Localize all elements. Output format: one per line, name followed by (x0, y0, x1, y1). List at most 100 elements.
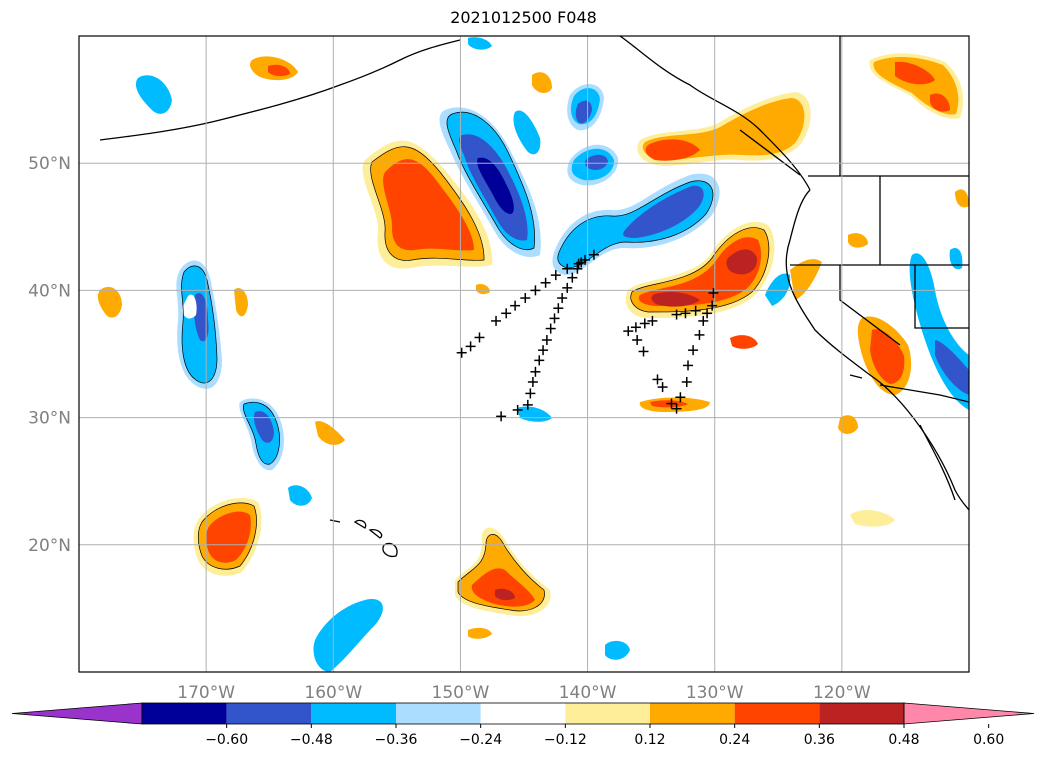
alaska-coast (619, 36, 811, 191)
negative-anomaly-7c (193, 292, 209, 342)
colorbar-segment (480, 703, 566, 724)
trajectory-markers (456, 249, 719, 422)
colorbar-extend-low (11, 702, 143, 725)
trajectory-marker (694, 329, 705, 340)
trajectory-marker (510, 300, 521, 311)
colorbar-tick-label: 0.24 (719, 732, 750, 748)
trajectory-marker (456, 347, 467, 358)
negative-blob-2 (288, 485, 312, 506)
trajectory-marker (671, 309, 682, 320)
baja-coast (919, 424, 956, 501)
negative-anomaly-5 (513, 110, 541, 155)
colorbar-segment (311, 703, 396, 724)
colorbar-tick-label: −0.48 (290, 732, 333, 748)
trajectory-marker (630, 322, 641, 333)
positive-anomaly-9d (930, 93, 950, 112)
positive-anomaly-4 (532, 72, 552, 94)
negative-blob-3 (765, 273, 791, 306)
border-line-3 (914, 265, 969, 329)
state-border-ca-nv (839, 265, 901, 346)
colorbar-ticks: −0.60 −0.48 −0.36 −0.24 −0.12 0.12 0.24 0.36 0.4… (205, 724, 1004, 748)
positive-anomaly-8b (870, 329, 905, 384)
positive-anomaly-7c (471, 568, 535, 607)
contour-fill-layer (97, 37, 969, 672)
positive-blob-10 (790, 259, 822, 300)
lat-tick-label: 30°N (28, 409, 71, 429)
trajectory-marker (623, 326, 634, 337)
positive-anomaly-1c (383, 159, 474, 251)
trajectory-marker (491, 315, 502, 326)
map-area (79, 36, 969, 672)
trajectory-marker (680, 308, 691, 319)
trajectory-marker (541, 335, 552, 346)
colorbar-tick-label: −0.60 (205, 732, 248, 748)
lon-tick-label: 150°W (432, 683, 490, 703)
trajectory-marker (562, 263, 573, 274)
colorbar (11, 702, 1035, 725)
colorbar-tick-label: 0.60 (973, 732, 1004, 748)
positive-anomaly-3c (645, 139, 700, 161)
trajectory-marker (573, 258, 584, 269)
trajectory-marker (652, 374, 663, 385)
trajectory-marker (522, 399, 533, 410)
trajectory-marker (540, 277, 551, 288)
negative-anomaly-10b (935, 340, 969, 395)
trajectory-marker (675, 392, 686, 403)
positive-anomaly-6c (205, 511, 251, 563)
colorbar-segment (819, 703, 904, 724)
lon-tick-label: 170°W (177, 683, 235, 703)
lat-tick-label: 20°N (28, 536, 71, 556)
colorbar-segment (734, 703, 820, 724)
trajectory-marker (549, 313, 560, 324)
trajectory-marker (671, 403, 682, 414)
negative-anomaly-9 (313, 599, 383, 672)
trajectory-marker (534, 355, 545, 366)
lat-tick-label: 40°N (28, 281, 71, 301)
negative-blob-6 (468, 37, 492, 50)
hawaii-island-1 (329, 519, 341, 523)
trajectory-marker (530, 366, 541, 377)
trajectory-marker (588, 249, 599, 260)
colorbar-segment (565, 703, 650, 724)
trajectory-marker (501, 308, 512, 319)
negative-anomaly-8c (253, 411, 274, 443)
positive-blob-6 (850, 509, 895, 527)
trajectory-marker (474, 332, 485, 343)
trajectory-marker (639, 318, 650, 329)
channel-islands (849, 374, 863, 379)
positive-blob-3 (730, 335, 758, 349)
trajectory-marker (527, 376, 538, 387)
graticule (79, 36, 969, 672)
trajectory-marker (550, 270, 561, 281)
trajectory-marker (553, 303, 564, 314)
trajectory-marker (698, 315, 709, 326)
colorbar-tick-label: 0.48 (888, 732, 919, 748)
positive-blob-5 (955, 189, 969, 208)
negative-blob-5 (605, 640, 630, 660)
positive-anomaly-9c (895, 61, 935, 85)
hawaii-island-2 (353, 519, 367, 529)
positive-blob-2 (234, 287, 248, 317)
colorbar-tick-label: 0.12 (634, 732, 665, 748)
lat-tick-label: 50°N (28, 154, 71, 174)
aleutian-islands (99, 39, 461, 141)
hawaii-island-3 (368, 529, 383, 539)
trajectory-marker (567, 272, 578, 283)
trajectory-marker (647, 315, 658, 326)
colorbar-tick-label: 0.36 (804, 732, 835, 748)
hawaii-big-island (382, 542, 398, 558)
trajectory-marker (681, 376, 692, 387)
colorbar-segment (650, 703, 735, 724)
trajectory-marker (496, 411, 507, 422)
positive-anomaly-2c (638, 237, 762, 306)
positive-blob-8 (315, 421, 345, 445)
positive-anomaly-2d (651, 292, 700, 307)
trajectory-marker (465, 341, 476, 352)
colorbar-outline (141, 702, 905, 725)
positive-anomaly-2e (726, 249, 758, 275)
trajectory-marker (545, 323, 556, 334)
trajectory-marker (707, 300, 718, 311)
colorbar-segment (142, 703, 227, 724)
trajectory-marker (576, 257, 587, 268)
